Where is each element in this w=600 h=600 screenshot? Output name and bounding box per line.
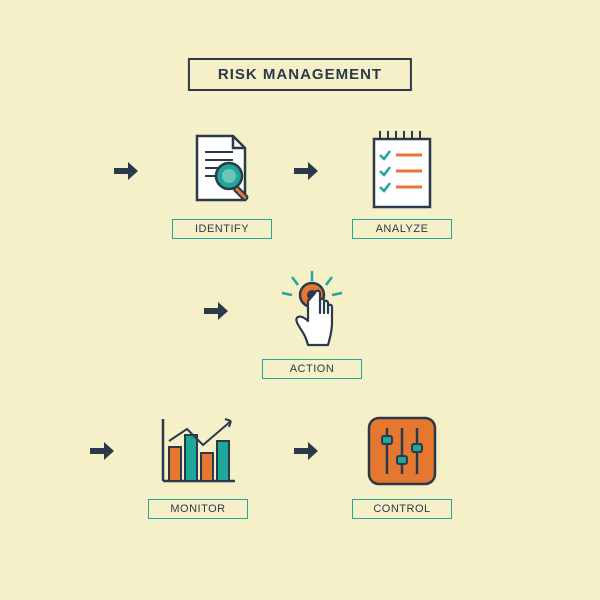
label-identify: IDENTIFY	[172, 219, 272, 239]
arrow-identify	[112, 162, 138, 185]
arrow-analyze	[292, 162, 318, 185]
infographic-canvas: RISK MANAGEMENT IDENTIFY	[0, 0, 600, 600]
label-control: CONTROL	[352, 499, 452, 519]
step-control: CONTROL	[352, 408, 452, 519]
arrow-monitor	[88, 442, 114, 465]
sliders-icon	[357, 408, 447, 493]
step-monitor: MONITOR	[148, 408, 248, 519]
arrow-control	[292, 442, 318, 465]
step-identify: IDENTIFY	[172, 128, 272, 239]
checklist-icon	[357, 128, 447, 213]
document-magnifier-icon	[177, 128, 267, 213]
step-analyze: ANALYZE	[352, 128, 452, 239]
hand-press-icon	[267, 268, 357, 353]
step-action: ACTION	[262, 268, 362, 379]
label-monitor: MONITOR	[148, 499, 248, 519]
label-analyze: ANALYZE	[352, 219, 452, 239]
bar-chart-icon	[153, 408, 243, 493]
title-box: RISK MANAGEMENT	[188, 58, 412, 91]
arrow-action	[202, 302, 228, 325]
label-action: ACTION	[262, 359, 362, 379]
